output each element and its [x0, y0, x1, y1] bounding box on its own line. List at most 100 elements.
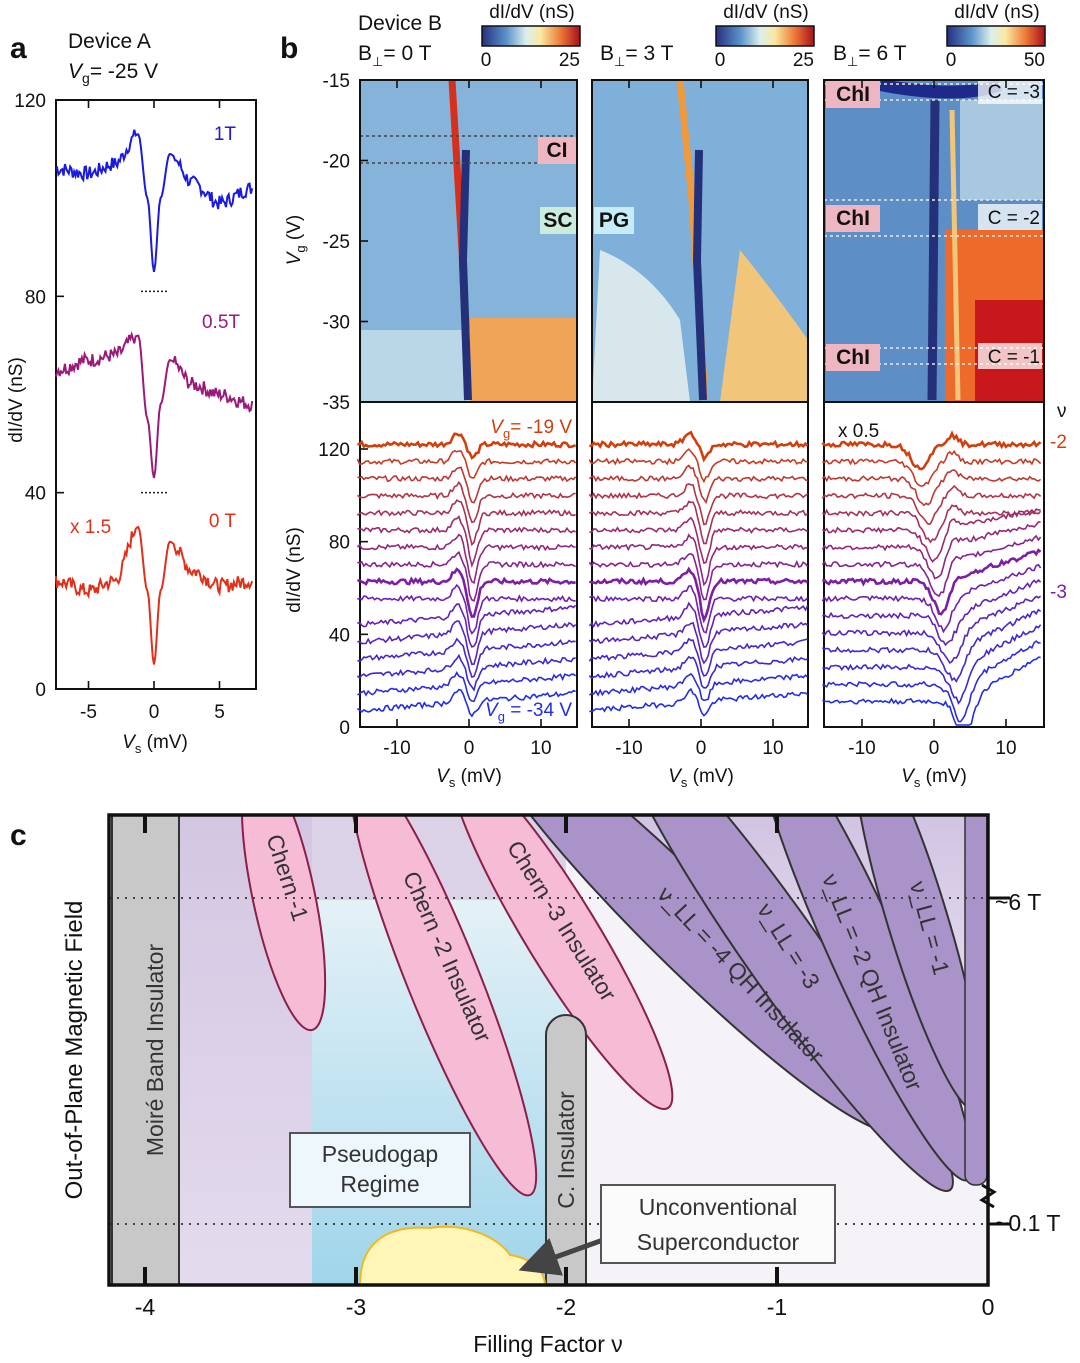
trace-vg-26 [821, 534, 1042, 598]
colorbar-label: dI/dV (nS) [723, 2, 809, 23]
chern-number-label: C = -1 [988, 347, 1040, 368]
axis-break-icon [979, 1183, 997, 1209]
xlabel-sub: s [914, 775, 921, 790]
label-SC-bg [540, 207, 576, 234]
trace-vg-22 [821, 484, 1042, 526]
label-CI-bg [538, 137, 576, 164]
c-insulator-region [545, 1014, 587, 1285]
field-mark-0-1T: ~0.1 T [995, 1210, 1060, 1236]
colorbar-label: dI/dV (nS) [489, 2, 575, 23]
panel-b-traces [356, 430, 1042, 726]
colorbar-min: 0 [715, 50, 726, 71]
warm-region [720, 250, 808, 402]
colorbar-min: 0 [946, 50, 957, 71]
label-CI: CI [547, 139, 568, 162]
x-tick-label: 0 [929, 738, 940, 759]
chern-minus2-region [347, 815, 538, 1197]
traces-xlabel: Vs (mV) [668, 766, 734, 790]
label-moire-band-insulator: Moiré Band Insulator [142, 944, 168, 1157]
x-tick-label: -2 [556, 1294, 576, 1320]
y-tick-label: 0 [339, 718, 350, 739]
panel-a: a Device A Vg= -25 V -5 0 5 0 40 80 120 1T 0.5T… [6, 30, 257, 756]
x-tick-label: 0 [464, 738, 475, 759]
chern-number-label: C = -3 [988, 82, 1040, 103]
moire-band-insulator-region [111, 815, 180, 1285]
x-tick-label: 0 [149, 702, 160, 723]
x-tick-label: -3 [346, 1294, 366, 1320]
field-value: = 0 T [383, 42, 431, 65]
x-tick-label: -5 [80, 702, 97, 723]
field-perp: ⊥ [614, 54, 625, 69]
trace-vg-21 [588, 464, 808, 505]
panel-c-axes [107, 813, 990, 1287]
trace-vg-27 [357, 567, 576, 618]
trace-vg-21 [357, 466, 577, 504]
series-line-0.5T [54, 331, 254, 479]
trace-vg-19 [589, 430, 809, 463]
field-perp: ⊥ [372, 54, 383, 69]
trace-vg-32 [588, 655, 808, 689]
field-label-2: B⊥= 6 T [833, 42, 907, 69]
panel-b-headers: B⊥= 0 TdI/dV (nS)0 25 B⊥= 3 TdI/dV (nS)0 25… [358, 2, 1046, 71]
y-tick-label: 120 [318, 440, 350, 461]
chern-minus1-region [240, 815, 327, 1032]
trace-vg-25 [821, 521, 1041, 580]
label-PG: PG [599, 209, 629, 232]
trace-vg-30 [357, 620, 577, 666]
colorbar-label: dI/dV (nS) [954, 2, 1040, 23]
hot-region [470, 318, 577, 402]
xlabel-unit: (mV) [687, 766, 733, 787]
trace-vg-29 [588, 601, 809, 648]
trace-vg-26 [357, 550, 576, 603]
light-region [592, 250, 690, 402]
traces-xlabel: Vs (mV) [901, 766, 967, 790]
trace-vg-32 [356, 653, 576, 692]
panel-label-c: c [10, 819, 27, 852]
x-tick-label: 10 [530, 738, 551, 759]
field-label-1: B⊥= 3 T [600, 42, 674, 69]
xlabel-V: V [668, 766, 683, 787]
label-PG-bg [594, 207, 634, 234]
colorbar-max: 25 [559, 50, 580, 71]
trace-vg-31 [357, 637, 576, 678]
x-tick-label: 5 [214, 702, 225, 723]
xlabel-sub: s [681, 775, 688, 790]
peak-stripe [949, 109, 961, 401]
y-tick-label: 80 [25, 287, 46, 308]
colorbar [481, 25, 581, 47]
trace-vg-30 [588, 621, 809, 665]
trace-vg-33 [357, 670, 577, 703]
phase-blobs [240, 815, 983, 1197]
light-region [960, 100, 1044, 200]
trace-vg-31 [588, 637, 808, 677]
x-tick-label: -10 [383, 738, 410, 759]
trace-top-label: Vg= -19 V [490, 417, 572, 441]
y-tick-label: -30 [323, 313, 350, 334]
trace-vg-23 [588, 500, 808, 545]
traces-xlabel: Vs (mV) [436, 766, 502, 790]
xlabel-unit: (mV) [455, 766, 501, 787]
x-tick-label: -4 [135, 1294, 156, 1320]
series-label: 0 T [209, 511, 237, 532]
panel-c-xlabel: Filling Factor ν [473, 1331, 623, 1357]
trace-bottom-label: Vg = -34 V [485, 700, 572, 724]
colorbar [946, 25, 1046, 47]
trace-vg-28 [589, 585, 809, 634]
chern-number-bg [978, 204, 1042, 230]
light-region [360, 330, 470, 402]
chern-number-bg [978, 78, 1042, 104]
field-B: B [358, 42, 372, 65]
y-tick-label: -35 [323, 393, 350, 414]
series-line-1T [55, 129, 254, 272]
trace-vg-26 [588, 552, 809, 601]
pseudogap-box [289, 1132, 471, 1208]
field-mark-6T: ~6 T [995, 889, 1041, 915]
trace-vg-23 [821, 504, 1042, 544]
pseudogap-label-line2: Regime [340, 1171, 419, 1197]
field-perp: ⊥ [847, 54, 858, 69]
trace-vg-23 [356, 499, 576, 547]
x-tick-label: 10 [762, 738, 783, 759]
qh-minus3-region [616, 815, 954, 1193]
